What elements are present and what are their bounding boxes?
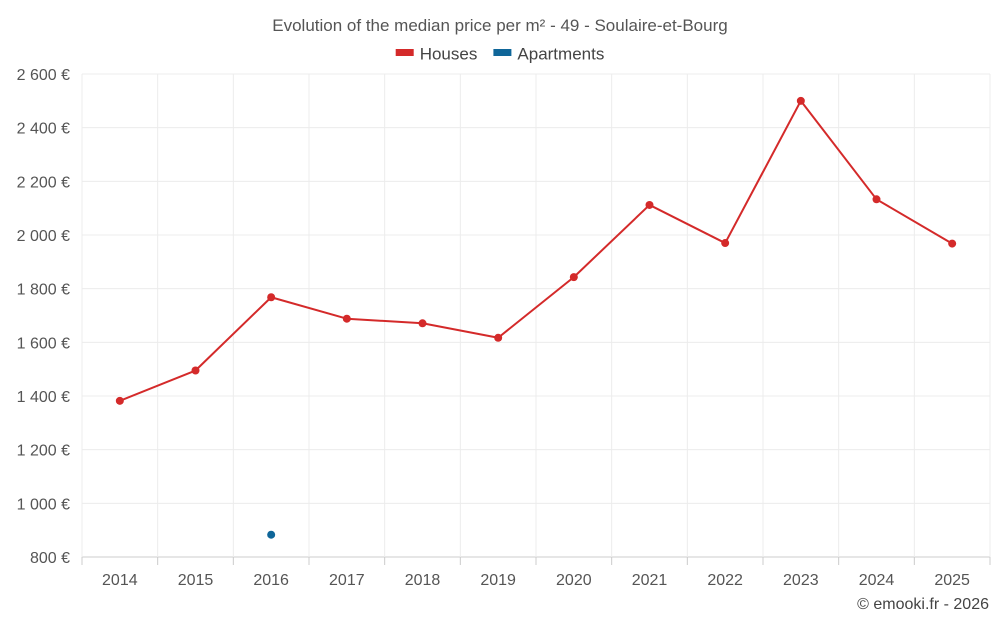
series-apartments [267,530,276,539]
data-point-houses[interactable] [342,314,351,323]
y-tick-label: 2 000 € [17,228,70,245]
y-tick-label: 2 600 € [17,67,70,84]
data-point-apartments[interactable] [267,530,276,539]
series-houses [115,96,957,405]
y-tick-label: 1 200 € [17,443,70,460]
data-point-houses[interactable] [115,396,124,405]
data-point-houses[interactable] [872,195,881,204]
y-tick-label: 1 600 € [17,335,70,352]
data-point-houses[interactable] [418,319,427,328]
x-tick-label: 2014 [102,572,138,589]
legend-swatch [395,49,414,56]
legend-swatch [493,49,512,56]
y-tick-label: 1 000 € [17,496,70,513]
y-tick-label: 800 € [30,550,70,567]
legend-label: Houses [420,44,478,63]
y-tick-label: 1 800 € [17,282,70,299]
data-point-houses[interactable] [191,366,200,375]
chart-title: Evolution of the median price per m² - 4… [272,16,727,35]
data-point-houses[interactable] [267,293,276,302]
legend-label: Apartments [517,44,604,63]
data-point-houses[interactable] [569,273,578,282]
x-tick-label: 2020 [556,572,592,589]
y-tick-label: 2 400 € [17,121,70,138]
x-axis: 2014 2015 2016 2017 2018 2019 2020 2021 2022 2023… [81,557,991,589]
x-tick-label: 2015 [178,572,214,589]
x-tick-label: 2019 [480,572,516,589]
y-tick-label: 1 400 € [17,389,70,406]
x-tick-label: 2023 [783,572,819,589]
series-layer [115,96,957,539]
data-point-houses[interactable] [948,239,957,248]
x-tick-label: 2021 [632,572,668,589]
data-point-houses[interactable] [494,333,503,342]
data-point-houses[interactable] [645,200,654,209]
credit-text: © emooki.fr - 2026 [857,596,989,613]
x-tick-label: 2018 [405,572,441,589]
data-point-houses[interactable] [796,96,805,105]
x-tick-label: 2017 [329,572,365,589]
x-tick-label: 2024 [859,572,895,589]
legend-item-houses[interactable]: Houses [395,44,478,63]
x-tick-label: 2016 [253,572,289,589]
series-line-houses [119,99,953,402]
legend-item-apartments[interactable]: Apartments [493,44,604,63]
x-tick-label: 2025 [934,572,970,589]
data-point-houses[interactable] [721,239,730,248]
y-tick-label: 2 200 € [17,174,70,191]
x-tick-label: 2022 [707,572,743,589]
legend: Houses Apartments [395,44,604,63]
grid-lines [81,73,991,558]
y-axis: 800 € 1 000 € 1 200 € 1 400 € 1 600 € 1 800 €… [17,67,70,567]
